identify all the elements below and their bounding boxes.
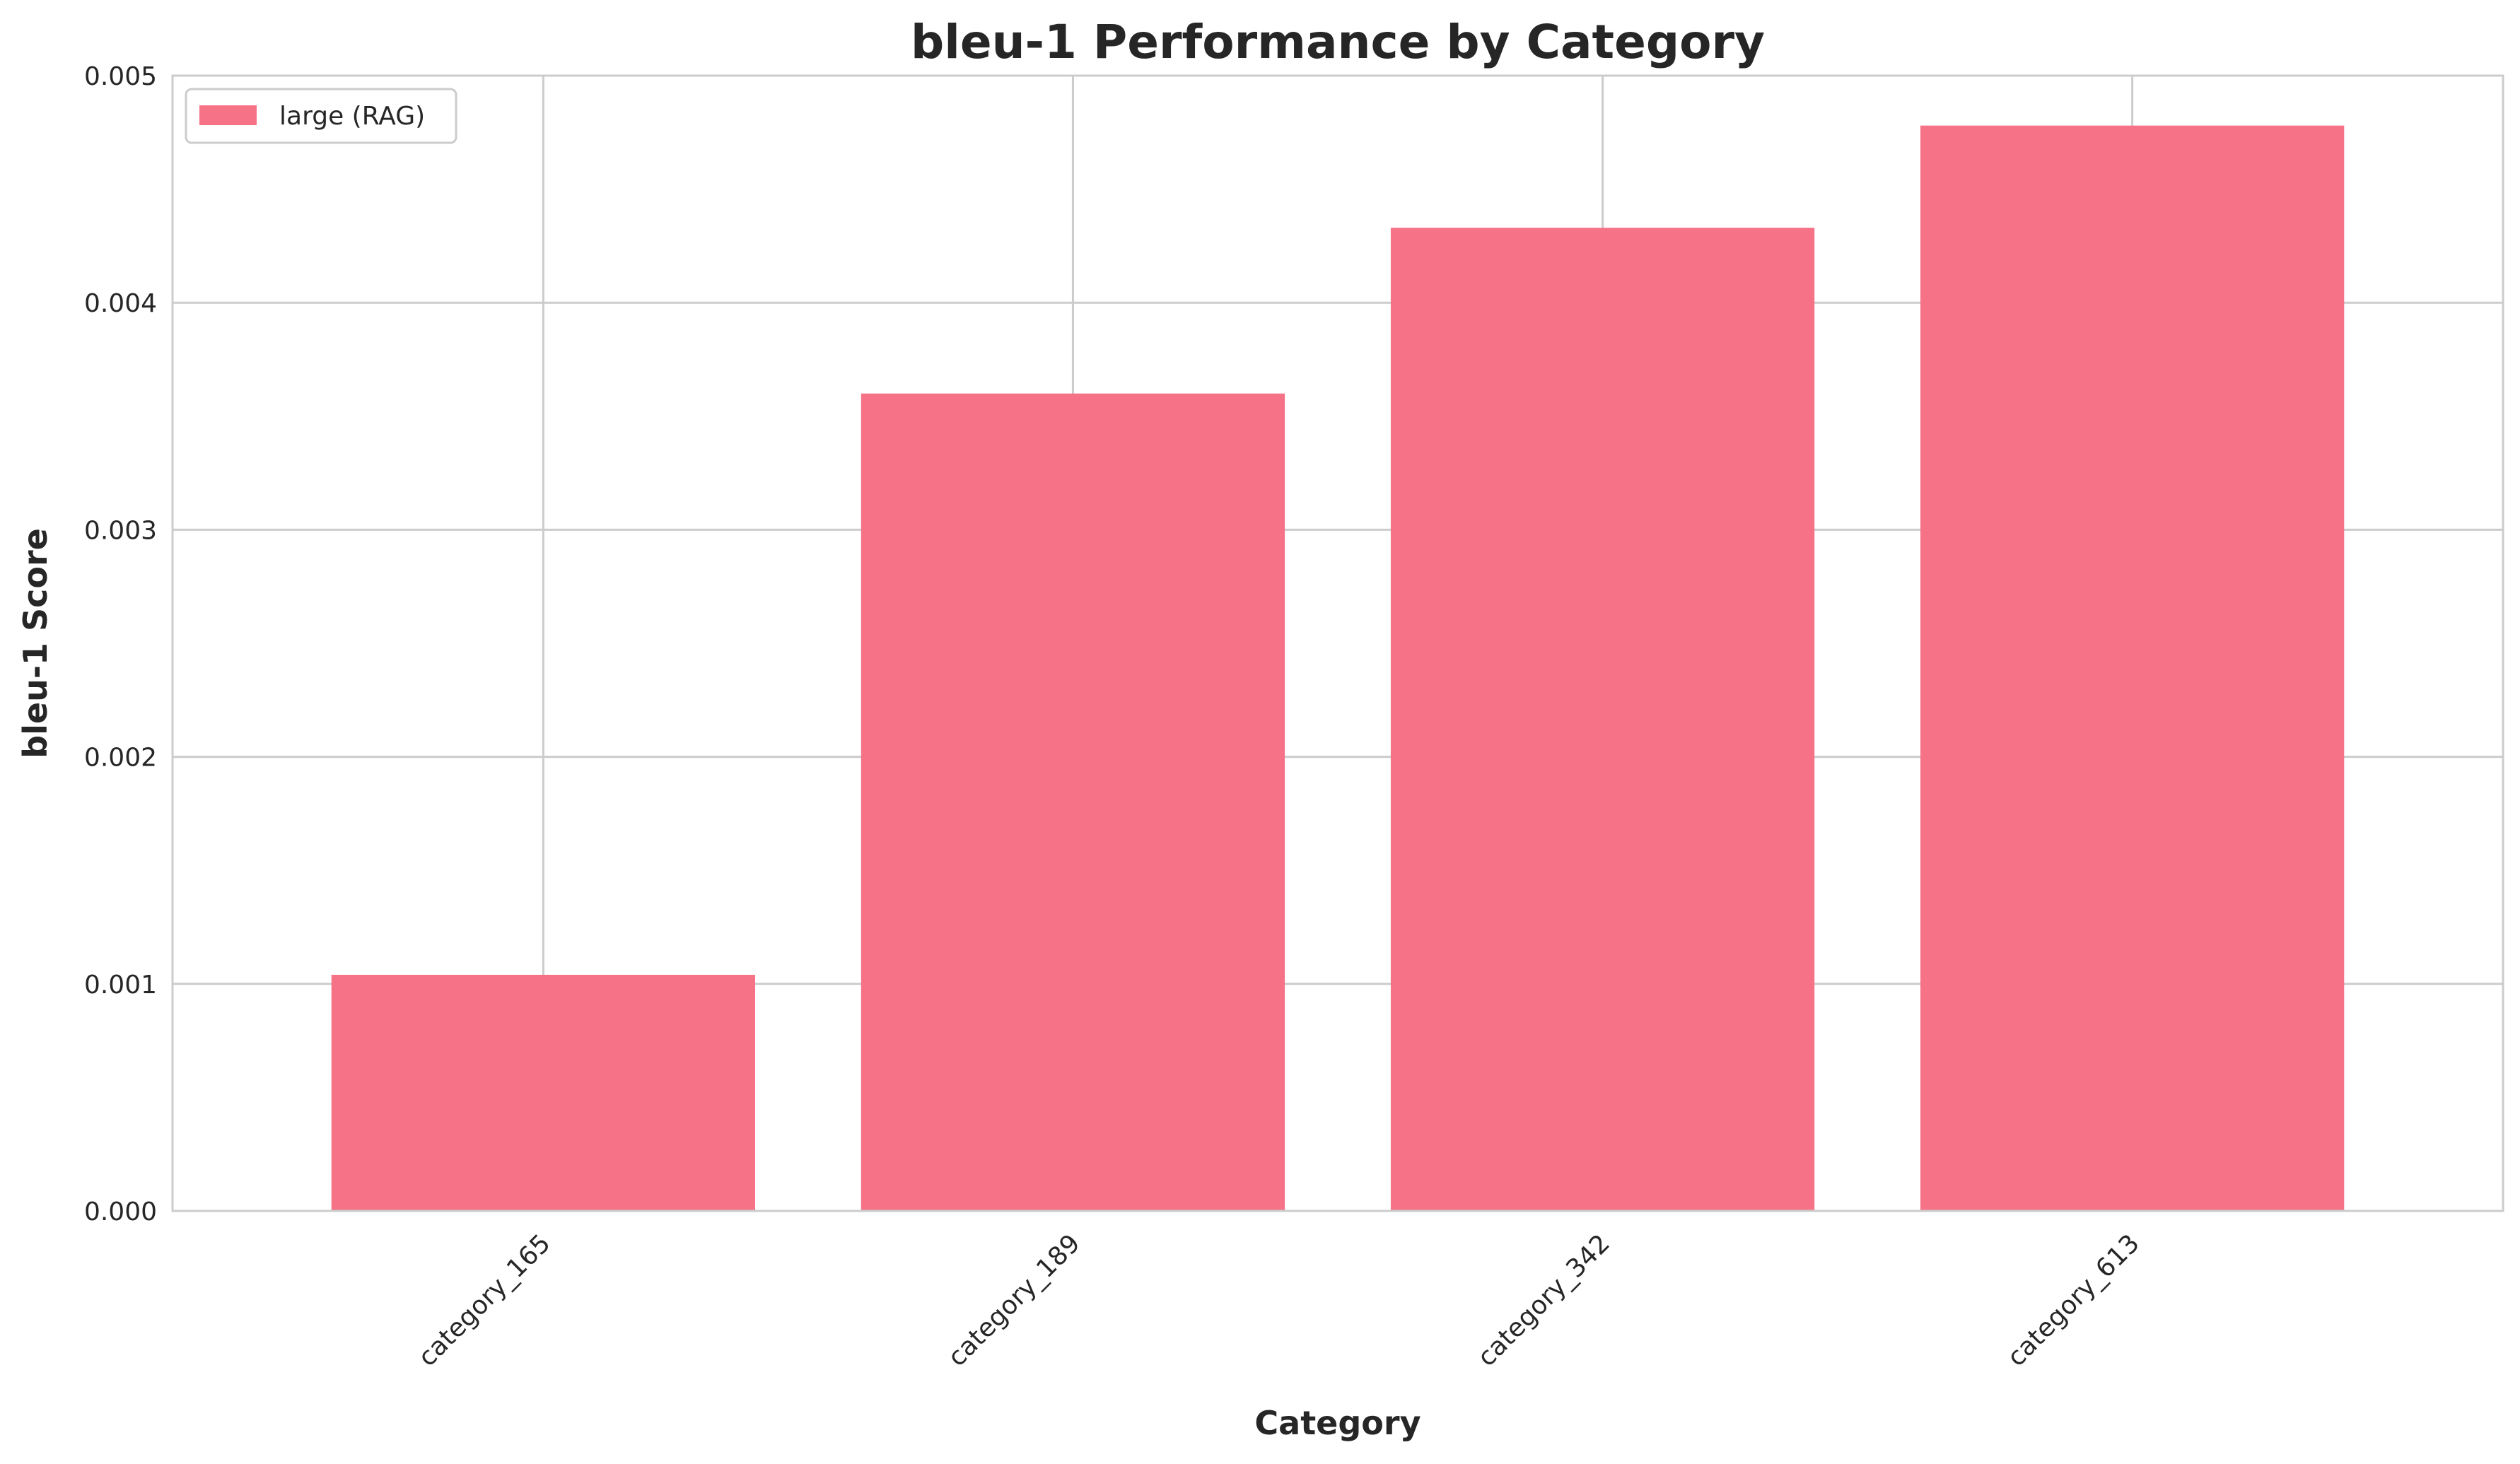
y-axis-label: bleu-1 Score (16, 528, 54, 759)
x-axis-label: Category (1254, 1404, 1421, 1442)
legend-label-large-rag: large (RAG) (279, 102, 425, 131)
y-tick-label: 0.000 (84, 1197, 157, 1226)
bar-category-613 (1920, 125, 2345, 1211)
legend-swatch-large-rag (199, 105, 257, 125)
y-tick-labels: 0.000 0.001 0.002 0.003 0.004 0.005 (84, 62, 157, 1226)
legend-box (185, 88, 457, 144)
legend: large (RAG) (185, 88, 457, 144)
y-tick-label: 0.004 (84, 289, 157, 318)
bar-category-342 (1390, 228, 1815, 1212)
chart-title: bleu-1 Performance by Category (911, 15, 1765, 69)
y-tick-label: 0.001 (84, 971, 157, 1000)
plot-frame (171, 74, 2504, 1212)
bar-category-189 (861, 393, 1285, 1212)
y-tick-label: 0.003 (84, 516, 157, 545)
bars-layer (331, 125, 2345, 1212)
y-tick-label: 0.005 (84, 62, 157, 91)
y-tick-label: 0.002 (84, 744, 157, 773)
bar-category-165 (331, 974, 755, 1211)
